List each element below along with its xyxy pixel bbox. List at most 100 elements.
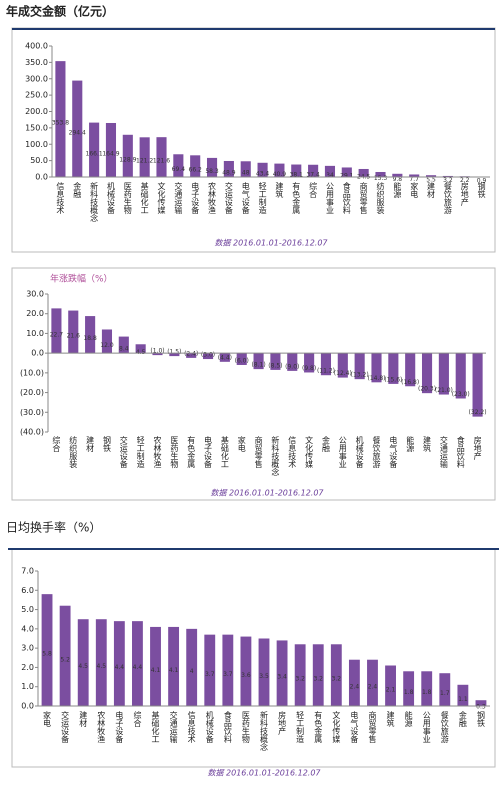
x-tick-label: 有色金属 [314,710,323,744]
value-label: 5.2 [60,656,70,663]
bar [101,329,113,354]
y-tick-label: 400.0 [25,42,48,51]
value-label: (3.0) [201,352,215,359]
value-label: 29.1 [340,173,354,180]
bar [206,157,218,177]
bar [409,174,420,177]
bar [274,163,285,177]
x-tick-label: 餐饮旅游 [443,182,452,215]
value-label: (13.2) [351,372,369,379]
value-label: 4.1 [151,667,161,674]
value-label: 5.8 [42,651,52,658]
value-label: 1.8 [404,689,414,696]
x-tick-label: 电子设备 [204,435,213,469]
x-tick-label: 机械设备 [106,181,115,215]
bar [202,353,214,360]
bar [113,621,125,706]
x-tick-label: 医药生物 [123,182,132,215]
value-label: 4.1 [169,667,179,674]
x-tick-label: 商贸零售 [254,435,263,469]
bar [77,619,89,706]
y-tick-label: 10.0 [26,329,44,338]
value-label: 18.8 [83,335,97,342]
y-tick-label: 50.0 [30,156,48,165]
value-label: 164.9 [102,150,119,157]
y-tick-label: 6.0 [21,586,34,595]
value-label: 5.5 [426,177,436,184]
value-label: 128.9 [119,156,136,163]
bar [55,61,66,177]
source-note: 数据 2016.01.01-2016.12.07 [210,489,324,498]
y-tick-label: 4.0 [21,624,34,633]
bar [258,638,270,706]
bar [392,173,403,177]
value-label: 3.4 [277,674,287,681]
bar [105,122,117,177]
bar [150,626,161,706]
value-label: (9.0) [285,363,299,370]
value-label: (23.0) [452,391,470,398]
bar [219,353,230,362]
x-tick-label: 建材 [86,435,95,452]
x-tick-label: 综合 [52,435,61,453]
chart-title: 日均换手率（%） [6,520,101,535]
y-tick-label: 100.0 [25,140,48,149]
x-tick-label: 电气设备 [350,710,359,744]
x-tick-label: 信息技术 [56,181,65,215]
value-label: 66.2 [189,167,203,174]
bar [95,619,107,706]
x-tick-label: 轻工制造 [296,710,305,744]
value-label: 4.5 [97,663,107,670]
bar [186,353,197,358]
y-tick-label: 300.0 [25,74,48,83]
x-tick-label: 文化传媒 [332,710,341,744]
bar [341,167,352,177]
bar [156,137,167,177]
bar [312,644,324,706]
value-label: 12.0 [100,342,114,349]
value-label: 1.1 [458,696,468,703]
bar [204,634,216,706]
x-tick-label: 建筑 [423,435,432,453]
x-tick-label: 电气设备 [389,435,398,469]
y-tick-label: 7.0 [21,567,34,576]
x-tick-label: 能源 [406,435,415,453]
bar [139,137,150,177]
x-tick-label: 轻工制造 [258,181,267,215]
bar [89,122,100,177]
x-tick-label: 新科技概念 [271,435,280,476]
value-label: 2.4 [368,683,378,690]
value-label: 121.2 [136,158,153,165]
bar [472,353,483,417]
x-tick-label: 食品饮料 [456,435,465,469]
x-tick-label: 交运设备 [119,435,128,469]
x-tick-label: 综合 [133,710,142,728]
x-tick-label: 信息技术 [187,710,196,744]
value-label: 40.9 [273,171,287,178]
y-tick-label: (40.0) [20,428,44,437]
value-label: 9.8 [393,176,403,183]
y-tick-label: (20.0) [20,388,44,397]
bar [330,644,342,706]
value-label: 15.3 [374,175,388,182]
value-label: (8.5) [268,362,282,369]
bar [425,175,437,177]
value-label: 58.3 [205,168,219,175]
value-label: 7.7 [409,176,419,183]
value-label: (12.4) [334,370,352,377]
value-label: 3.2 [313,676,323,683]
x-tick-label: 公用事业 [338,436,347,468]
y-tick-label: 20.0 [26,309,44,318]
y-tick-label: 30.0 [26,290,44,299]
x-tick-label: 基础化工 [220,435,229,468]
bar [118,336,129,354]
bar [190,155,201,177]
value-label: (9.8) [302,365,316,372]
x-tick-label: 文化传媒 [305,435,314,469]
x-tick-label: 电子设备 [191,181,200,215]
x-tick-label: 轻工制造 [136,435,145,469]
bar [320,353,332,376]
value-label: 3.2 [443,177,453,184]
bar [337,353,348,378]
bar [438,353,449,395]
